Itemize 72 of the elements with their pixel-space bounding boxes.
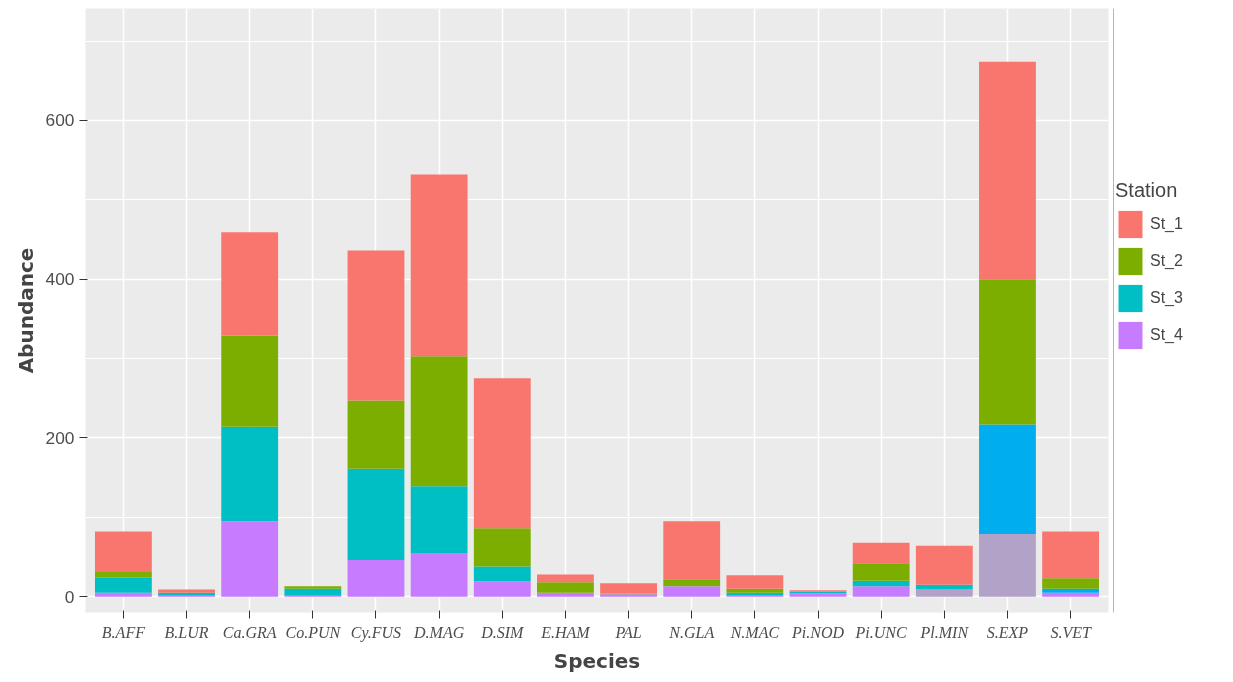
- bar: [852, 586, 910, 597]
- bar: [94, 572, 152, 578]
- bar: [979, 533, 1036, 597]
- bar: [473, 528, 531, 567]
- x-tick-label: N.MAC: [729, 623, 780, 641]
- bar: [852, 563, 910, 581]
- bar: [221, 521, 279, 597]
- bar: [663, 579, 721, 587]
- y-tick-label: 200: [45, 427, 75, 448]
- bar: [410, 356, 468, 487]
- legend-label: St_4: [1150, 326, 1183, 344]
- legend-label: St_2: [1150, 252, 1183, 270]
- x-tick-label: B.LUR: [164, 623, 209, 641]
- x-tick-label: S.EXP: [986, 623, 1029, 641]
- bar: [726, 575, 784, 589]
- bar: [284, 588, 342, 596]
- bar: [410, 174, 468, 357]
- x-tick-label: Ca.GRA: [222, 623, 277, 641]
- bar: [979, 424, 1036, 534]
- y-axis-title: Abundance: [13, 247, 38, 374]
- bar: [537, 574, 594, 583]
- bar: [221, 232, 279, 336]
- bar: [537, 582, 594, 593]
- x-tick-label: Pl.MIN: [919, 623, 970, 641]
- bar: [473, 566, 531, 582]
- bar: [347, 250, 405, 401]
- x-tick-label: D.SIM: [480, 623, 526, 641]
- bar: [1042, 578, 1100, 589]
- bar: [347, 400, 405, 469]
- bar: [410, 552, 468, 597]
- x-tick-label: Co.PUN: [285, 623, 342, 641]
- x-tick-label: Pi.NOD: [791, 623, 845, 641]
- legend-title: Station: [1115, 179, 1179, 202]
- bar: [347, 468, 405, 561]
- legend-label: St_1: [1150, 215, 1183, 233]
- bar: [94, 531, 152, 573]
- bar: [915, 545, 973, 585]
- y-tick-label: 600: [45, 110, 75, 131]
- x-tick-label: S.VET: [1050, 623, 1092, 641]
- bar: [94, 592, 152, 597]
- y-tick-label: 0: [64, 586, 75, 607]
- legend-label: St_3: [1150, 289, 1183, 307]
- bar: [410, 486, 468, 553]
- x-tick-label: E.HAM: [540, 623, 592, 641]
- bar: [473, 581, 531, 597]
- bar: [1042, 531, 1100, 579]
- x-tick-label: N.GLA: [668, 623, 715, 641]
- bar: [1042, 588, 1100, 593]
- bar: [537, 592, 594, 597]
- bar: [221, 426, 279, 522]
- x-tick-label: Pi.UNC: [854, 623, 908, 641]
- x-tick-label: B.AFF: [101, 623, 146, 641]
- bar: [979, 61, 1036, 280]
- bar: [1042, 592, 1100, 597]
- bar: [221, 335, 279, 427]
- x-tick-label: Cy.FUS: [350, 623, 402, 642]
- x-tick-label: D.MAG: [413, 623, 465, 641]
- bar: [663, 521, 721, 580]
- bar: [852, 580, 910, 587]
- bar: [852, 542, 910, 564]
- x-tick-label: PAL: [614, 623, 642, 641]
- bar: [94, 577, 152, 593]
- x-axis-title: Species: [553, 648, 641, 673]
- bar: [473, 378, 531, 529]
- bar: [284, 586, 342, 589]
- bar: [663, 586, 721, 597]
- bar: [979, 279, 1036, 425]
- bar: [347, 560, 405, 597]
- bar: [915, 589, 973, 597]
- y-tick-label: 400: [45, 269, 75, 290]
- bar: [726, 588, 784, 593]
- bar: [600, 583, 657, 594]
